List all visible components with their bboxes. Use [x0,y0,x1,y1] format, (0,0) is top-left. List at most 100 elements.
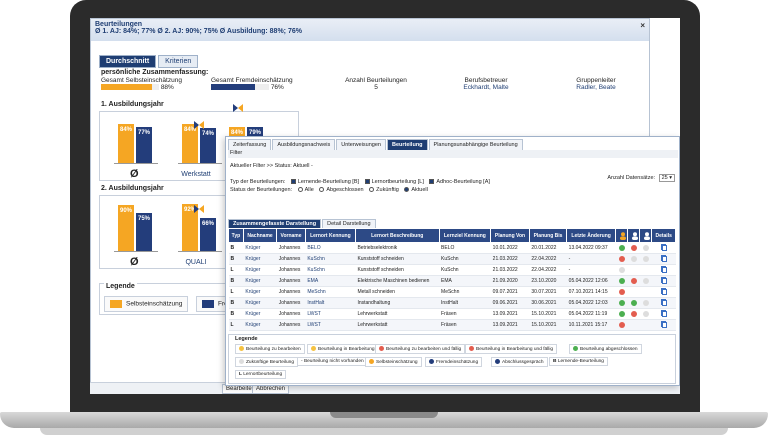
status-cell[interactable] [627,242,640,254]
status-dot-icon[interactable] [618,266,625,273]
tab-average[interactable]: Durchschnitt [99,55,157,68]
status-cell[interactable] [615,308,628,320]
table-cell[interactable]: EMA [305,275,356,287]
details-cell[interactable] [651,308,676,320]
status-cell[interactable] [627,286,640,298]
status-dot-icon[interactable] [618,244,625,251]
table-cell[interactable]: Krüger [243,297,277,309]
column-header[interactable]: Lernziel Kennung [438,228,492,243]
details-cell[interactable] [651,264,676,276]
column-header[interactable]: Planung Von [490,228,530,243]
status-cell[interactable] [615,264,628,276]
status-dot-icon[interactable] [642,277,649,284]
table-cell[interactable]: LWST [305,308,356,320]
table-cell[interactable]: Krüger [243,286,277,298]
status-dot-icon[interactable] [630,310,637,317]
status-cell[interactable] [639,275,652,287]
status-cell[interactable] [639,253,652,265]
column-header[interactable]: Details [651,228,676,243]
status-dot-icon[interactable] [630,244,637,251]
column-header[interactable]: Typ [228,228,244,243]
details-cell[interactable] [651,242,676,254]
group-leader-link[interactable]: Radler, Beate [576,84,616,91]
status-cell[interactable] [639,308,652,320]
column-header[interactable] [615,228,629,243]
status-dot-icon[interactable] [618,288,625,295]
close-icon[interactable]: × [640,21,645,30]
column-header[interactable]: Letzte Änderung [566,228,617,243]
column-header[interactable] [627,228,641,243]
radio-current[interactable] [404,187,410,193]
status-cell[interactable] [615,319,628,331]
status-cell[interactable] [639,297,652,309]
table-row[interactable]: B Krüger Johannes BELO Betriebselektronik BEL… [228,242,676,254]
checkbox-location[interactable] [364,179,370,185]
details-cell[interactable] [651,275,676,287]
status-dot-icon[interactable] [618,255,625,262]
details-icon[interactable] [660,309,667,319]
tab-time-tracking[interactable]: Zeiterfassung [228,139,272,151]
status-dot-icon[interactable] [630,277,637,284]
status-cell[interactable] [615,253,628,265]
table-row[interactable]: L Krüger Johannes MeSchn Metall schneiden MeS… [228,286,676,298]
column-header[interactable]: Lernort Beschreibung [354,228,440,243]
column-header[interactable]: Vorname [276,228,306,243]
status-dot-icon[interactable] [642,299,649,306]
details-icon[interactable] [660,287,667,297]
status-cell[interactable] [627,264,640,276]
bookmark-icon[interactable] [194,116,204,129]
group-label[interactable]: Werkstatt [181,171,211,178]
details-cell[interactable] [651,286,676,298]
status-dot-icon[interactable] [618,277,625,284]
status-cell[interactable] [627,308,640,320]
status-cell[interactable] [639,286,652,298]
table-cell[interactable]: Krüger [243,242,277,254]
status-cell[interactable] [639,264,652,276]
table-cell[interactable]: Krüger [243,319,277,331]
filter-bar[interactable]: Filter [228,150,678,158]
table-row[interactable]: L Krüger Johannes KuSchn Kunststoff schneide… [228,264,676,276]
status-cell[interactable] [627,275,640,287]
radio-completed[interactable] [319,187,325,193]
status-dot-icon[interactable] [618,299,625,306]
status-cell[interactable] [627,297,640,309]
status-cell[interactable] [615,286,628,298]
details-icon[interactable] [660,320,667,330]
table-row[interactable]: B Krüger Johannes InstHalt Instandhaltung Ins… [228,297,676,309]
page-size-select[interactable]: 25 ▾ [658,174,675,182]
status-cell[interactable] [615,242,628,254]
tab-criteria[interactable]: Kriterien [158,55,199,68]
column-header[interactable] [639,228,653,243]
bookmark-icon[interactable] [194,200,204,213]
details-icon[interactable] [660,276,667,286]
details-icon[interactable] [660,298,667,308]
table-cell[interactable]: MeSchn [305,286,356,298]
status-cell[interactable] [639,242,652,254]
details-icon[interactable] [660,265,667,275]
table-row[interactable]: B Krüger Johannes LWST Lehrwerkstatt Fräsen 13… [228,308,676,320]
table-cell[interactable]: InstHalt [305,297,356,309]
status-cell[interactable] [627,253,640,265]
status-dot-icon[interactable] [642,244,649,251]
table-cell[interactable]: Krüger [243,253,277,265]
details-cell[interactable] [651,319,676,331]
status-dot-icon[interactable] [642,255,649,262]
column-header[interactable]: Lernort Kennung [304,228,356,243]
checkbox-learner[interactable] [290,179,296,185]
radio-future[interactable] [369,187,375,193]
details-icon[interactable] [660,243,667,253]
details-icon[interactable] [660,254,667,264]
table-cell[interactable]: Krüger [243,308,277,320]
table-row[interactable]: B Krüger Johannes KuSchn Kunststoff schneide… [228,253,676,265]
table-cell[interactable]: KuSchn [305,253,356,265]
radio-all[interactable] [297,187,303,193]
status-cell[interactable] [627,319,640,331]
supervisor-link[interactable]: Eckhardt, Malte [463,84,509,91]
column-header[interactable]: Planung Bis [528,228,568,243]
status-dot-icon[interactable] [618,310,625,317]
bookmark-icon[interactable] [233,99,243,112]
table-cell[interactable]: KuSchn [305,264,356,276]
status-dot-icon[interactable] [630,299,637,306]
table-row[interactable]: B Krüger Johannes EMA Elektrische Maschinen … [228,275,676,287]
status-dot-icon[interactable] [630,255,637,262]
